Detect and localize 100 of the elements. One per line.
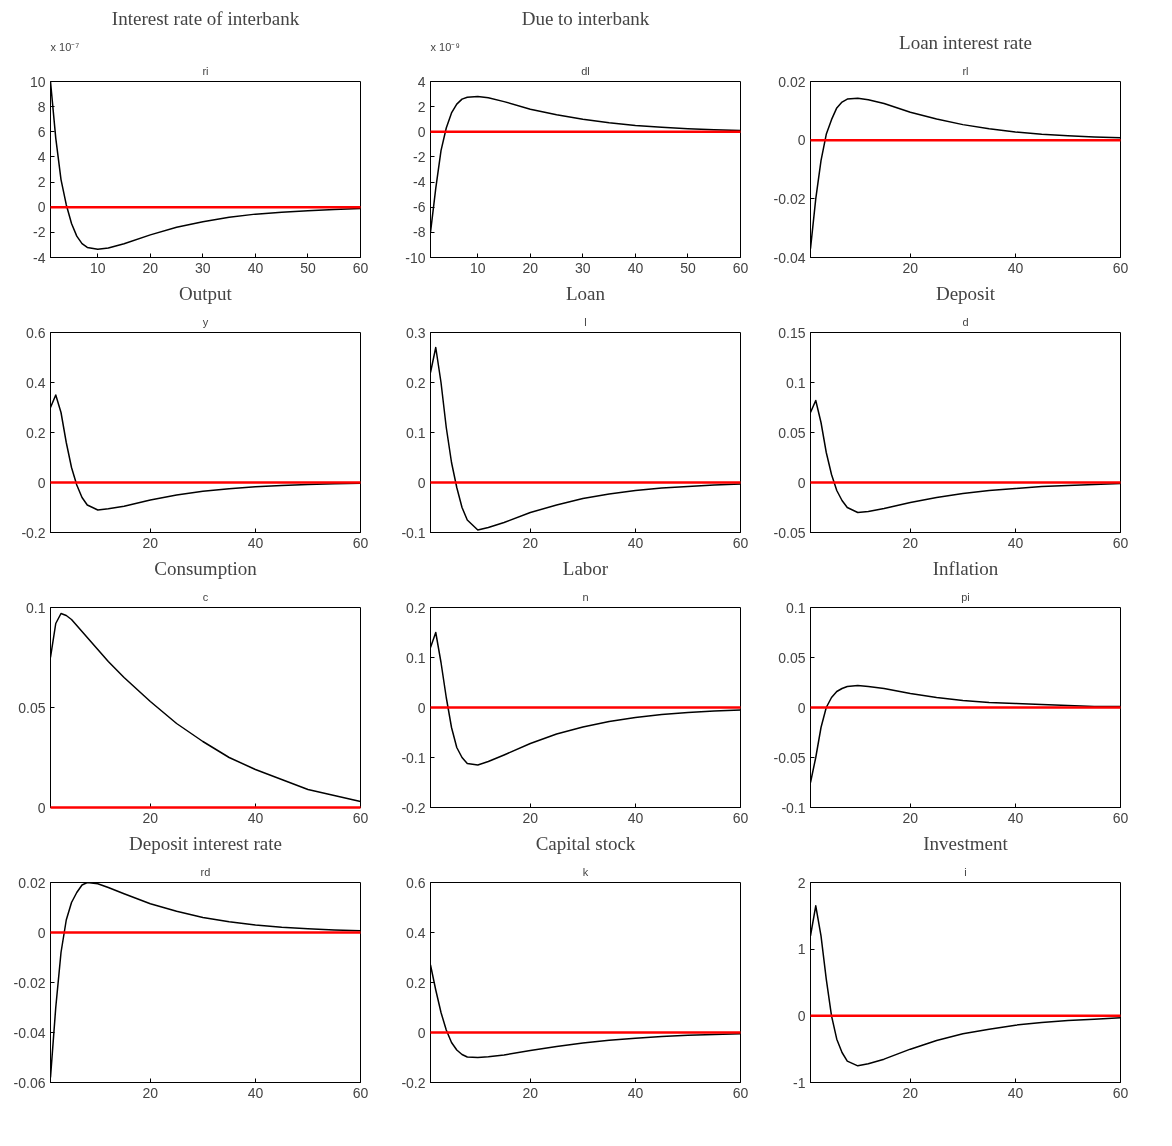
x-tick-label: 40: [1007, 534, 1024, 551]
x-tick-label: 20: [902, 809, 919, 826]
y-tick-label: 0: [417, 123, 426, 140]
y-tick-label: -0.2: [21, 524, 46, 541]
x-tick-label: 60: [352, 534, 369, 551]
chart-subtitle: c: [202, 590, 209, 603]
y-tick-label: 0.4: [26, 374, 46, 391]
x-tick-label: 20: [142, 534, 159, 551]
chart-subtitle: l: [584, 315, 587, 328]
chart-subtitle: d: [962, 315, 969, 328]
y-tick-label: 0.1: [406, 649, 426, 666]
y-tick-label: -2: [33, 224, 46, 241]
x-tick-label: 40: [1007, 1084, 1024, 1101]
chart-subtitle: ri: [202, 64, 209, 77]
x-tick-label: 60: [1112, 259, 1129, 276]
x-tick-label: 40: [627, 259, 644, 276]
y-tick-label: 0.02: [778, 73, 806, 90]
y-tick-label: 0.2: [406, 599, 426, 616]
chart-subtitle: pi: [961, 590, 970, 603]
chart-subtitle: rd: [200, 865, 211, 878]
y-tick-label: 0.1: [786, 599, 806, 616]
x-tick-label: 40: [627, 809, 644, 826]
x-tick-label: 40: [627, 534, 644, 551]
y-tick-label: 0.02: [18, 874, 46, 891]
x-tick-label: 20: [522, 1084, 539, 1101]
y-tick-label: 0: [37, 924, 46, 941]
y-tick-label: -0.05: [773, 524, 806, 541]
x-tick-label: 60: [352, 1084, 369, 1101]
y-tick-label: -0.2: [401, 799, 426, 816]
chart-title: Labor: [562, 557, 609, 579]
x-tick-label: 20: [522, 809, 539, 826]
y-tick-label: 0: [37, 799, 46, 816]
chart-title: Investment: [923, 832, 1009, 854]
y-tick-label: 4: [37, 148, 46, 165]
y-tick-label: 1: [797, 941, 806, 958]
y-tick-label: -0.04: [773, 249, 806, 266]
y-tick-label: 0.05: [778, 424, 806, 441]
y-tick-label: 2: [797, 874, 806, 891]
chart-subtitle: i: [964, 865, 967, 878]
x-tick-label: 40: [247, 259, 264, 276]
y-tick-label: 8: [37, 98, 46, 115]
y-tick-label: 0: [417, 699, 426, 716]
y-tick-label: -6: [413, 199, 426, 216]
y-tick-label: -0.2: [401, 1074, 426, 1091]
x-tick-label: 60: [732, 259, 749, 276]
x-tick-label: 40: [247, 809, 264, 826]
y-tick-label: 0: [37, 474, 46, 491]
y-tick-label: -4: [33, 249, 46, 266]
y-tick-label: 0.6: [406, 874, 426, 891]
x-tick-label: 20: [522, 259, 539, 276]
y-tick-label: -0.1: [401, 524, 426, 541]
text: x 10⁻⁷: [50, 40, 80, 53]
chart-title: Inflation: [932, 557, 999, 579]
x-tick-label: 60: [352, 259, 369, 276]
chart-title: Deposit interest rate: [129, 832, 283, 854]
x-tick-label: 60: [732, 809, 749, 826]
y-tick-label: -0.05: [773, 749, 806, 766]
y-tick-label: 0.1: [26, 599, 46, 616]
y-tick-label: 0.2: [406, 374, 426, 391]
y-tick-label: 0: [417, 474, 426, 491]
chart-title: Output: [179, 282, 233, 304]
x-tick-label: 10: [90, 259, 106, 276]
chart-subtitle: k: [582, 865, 589, 878]
x-tick-label: 40: [1007, 259, 1024, 276]
y-tick-label: -0.1: [401, 749, 426, 766]
y-tick-label: -0.04: [13, 1024, 46, 1041]
x-tick-label: 60: [1112, 1084, 1129, 1101]
y-tick-label: 0: [797, 699, 806, 716]
x-tick-label: 40: [1007, 809, 1024, 826]
x-tick-label: 30: [575, 259, 591, 276]
y-tick-label: 0: [37, 199, 46, 216]
x-tick-label: 20: [902, 1084, 919, 1101]
y-tick-label: 0: [797, 1007, 806, 1024]
x-tick-label: 20: [902, 534, 919, 551]
chart-subtitle: n: [582, 590, 589, 603]
x-tick-label: 60: [1112, 809, 1129, 826]
y-tick-label: -0.02: [773, 190, 806, 207]
y-tick-label: 0.1: [406, 424, 426, 441]
y-tick-label: 0: [797, 474, 806, 491]
y-tick-label: 6: [37, 123, 46, 140]
text: x 10⁻⁹: [430, 40, 461, 53]
x-tick-label: 10: [470, 259, 486, 276]
y-tick-label: 0: [417, 1024, 426, 1041]
chart-title: Due to interbank: [521, 7, 650, 29]
chart-subtitle: dl: [581, 64, 590, 77]
chart-subtitle: y: [202, 315, 209, 328]
y-tick-label: -1: [793, 1074, 806, 1091]
y-tick-label: 4: [417, 73, 426, 90]
x-tick-label: 20: [142, 259, 159, 276]
y-tick-label: -2: [413, 148, 426, 165]
x-tick-label: 50: [680, 259, 696, 276]
y-tick-label: -0.06: [13, 1074, 46, 1091]
x-tick-label: 20: [142, 1084, 159, 1101]
y-tick-label: 0.2: [406, 974, 426, 991]
x-tick-label: 60: [352, 809, 369, 826]
y-tick-label: 0.05: [18, 699, 46, 716]
x-tick-label: 30: [195, 259, 211, 276]
chart-title: Deposit: [935, 282, 996, 304]
x-tick-label: 40: [247, 1084, 264, 1101]
y-tick-label: -8: [413, 224, 426, 241]
